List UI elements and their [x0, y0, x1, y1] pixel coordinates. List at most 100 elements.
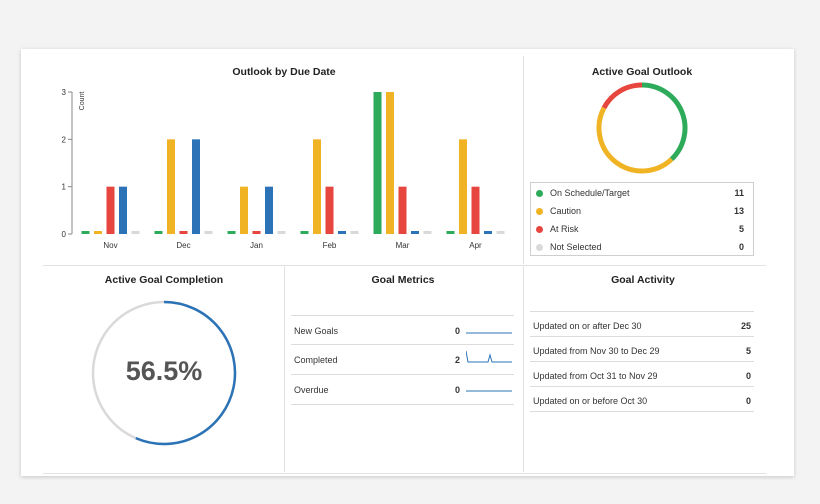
legend-label: Caution — [550, 206, 582, 216]
y-tick-label: 1 — [62, 183, 67, 192]
donut-segment — [596, 106, 674, 174]
overdue-sparkline — [466, 390, 512, 392]
not-selected-dot-icon — [536, 244, 543, 251]
activity-value: 5 — [745, 346, 751, 356]
x-tick-label: Apr — [469, 241, 482, 250]
metric-row-new-goals: New Goals 0 — [291, 315, 514, 345]
bar — [94, 231, 102, 234]
active-goal-completion-title: Active Goal Completion — [104, 274, 224, 286]
legend-item-on-schedule: On Schedule/Target 11 — [531, 185, 753, 203]
bar — [338, 231, 346, 234]
bar — [252, 231, 261, 234]
bar — [373, 92, 382, 234]
divider — [43, 265, 766, 266]
x-tick-label: Nov — [103, 241, 117, 250]
outlook-legend: On Schedule/Target 11 Caution 13 At Risk… — [530, 182, 754, 256]
divider — [284, 266, 285, 472]
legend-value: 5 — [738, 224, 744, 234]
divider — [523, 266, 524, 472]
on-schedule-dot-icon — [536, 190, 543, 197]
activity-value: 0 — [745, 371, 751, 381]
donut-segment — [601, 82, 643, 110]
metric-row-overdue: Overdue 0 — [291, 374, 514, 405]
at-risk-dot-icon — [536, 226, 543, 233]
bar — [423, 231, 432, 234]
bar — [179, 231, 188, 234]
bar — [325, 186, 334, 234]
bar — [154, 231, 163, 234]
active-goal-outlook-title: Active Goal Outlook — [591, 66, 693, 78]
bar — [386, 92, 394, 234]
legend-label: At Risk — [550, 224, 579, 234]
bar — [398, 186, 407, 234]
legend-item-at-risk: At Risk 5 — [531, 221, 753, 239]
activity-value: 0 — [745, 396, 751, 406]
bar — [227, 231, 236, 234]
legend-label: On Schedule/Target — [550, 188, 630, 198]
outlook-by-due-date-title: Outlook by Due Date — [232, 66, 336, 78]
bar — [265, 186, 273, 234]
bar — [240, 186, 248, 234]
bar — [204, 231, 213, 234]
legend-value: 0 — [738, 242, 744, 252]
bar — [446, 231, 455, 234]
activity-label: Updated from Nov 30 to Dec 29 — [533, 346, 660, 356]
bar — [106, 186, 115, 234]
y-tick-label: 2 — [62, 135, 67, 144]
bar — [313, 139, 321, 234]
y-tick-label: 0 — [62, 230, 67, 239]
metric-value: 0 — [455, 385, 461, 395]
activity-label: Updated on or before Oct 30 — [533, 396, 648, 406]
activity-label: Updated from Oct 31 to Nov 29 — [533, 371, 658, 381]
activity-row: Updated on or after Dec 30 25 — [530, 311, 754, 336]
metric-label: New Goals — [294, 326, 339, 336]
bar — [167, 139, 175, 234]
activity-row: Updated from Oct 31 to Nov 29 0 — [530, 361, 754, 386]
completion-percent: 56.5% — [125, 356, 203, 386]
new-goals-sparkline — [466, 332, 512, 334]
completion-ring — [91, 300, 237, 446]
bar — [81, 231, 90, 234]
metric-label: Overdue — [294, 385, 329, 395]
bar — [411, 231, 419, 234]
activity-row: Updated on or before Oct 30 0 — [530, 386, 754, 412]
bar — [459, 139, 467, 234]
y-tick-label: 3 — [62, 88, 67, 97]
divider — [43, 473, 766, 474]
metric-row-completed: Completed 2 — [291, 344, 514, 374]
x-tick-label: Mar — [396, 241, 410, 250]
activity-value: 25 — [740, 321, 751, 331]
legend-value: 13 — [733, 206, 744, 216]
bar — [496, 231, 505, 234]
metric-value: 2 — [455, 355, 461, 365]
metric-value: 0 — [455, 326, 461, 336]
bar — [484, 231, 492, 234]
bar — [300, 231, 309, 234]
completion-arc — [135, 300, 237, 446]
x-tick-label: Dec — [176, 241, 190, 250]
x-tick-label: Jan — [250, 241, 263, 250]
bar — [277, 231, 286, 234]
bar — [131, 231, 140, 234]
caution-dot-icon — [536, 208, 543, 215]
goal-activity-title: Goal Activity — [611, 274, 675, 286]
divider — [523, 56, 524, 264]
bar — [119, 186, 127, 234]
donut-segment — [641, 82, 688, 162]
goal-metrics-title: Goal Metrics — [371, 274, 435, 286]
x-tick-label: Feb — [323, 241, 337, 250]
metric-label: Completed — [294, 355, 338, 365]
bar — [350, 231, 359, 234]
completed-sparkline — [466, 350, 512, 363]
activity-row: Updated from Nov 30 to Dec 29 5 — [530, 336, 754, 361]
legend-value: 11 — [734, 188, 744, 198]
legend-item-not-selected: Not Selected 0 — [531, 239, 753, 257]
bar — [192, 139, 200, 234]
y-axis-label: Count — [79, 92, 86, 111]
active-goal-outlook-donut — [596, 82, 688, 174]
activity-label: Updated on or after Dec 30 — [533, 321, 642, 331]
legend-item-caution: Caution 13 — [531, 203, 753, 221]
legend-label: Not Selected — [550, 242, 602, 252]
bar — [471, 186, 480, 234]
